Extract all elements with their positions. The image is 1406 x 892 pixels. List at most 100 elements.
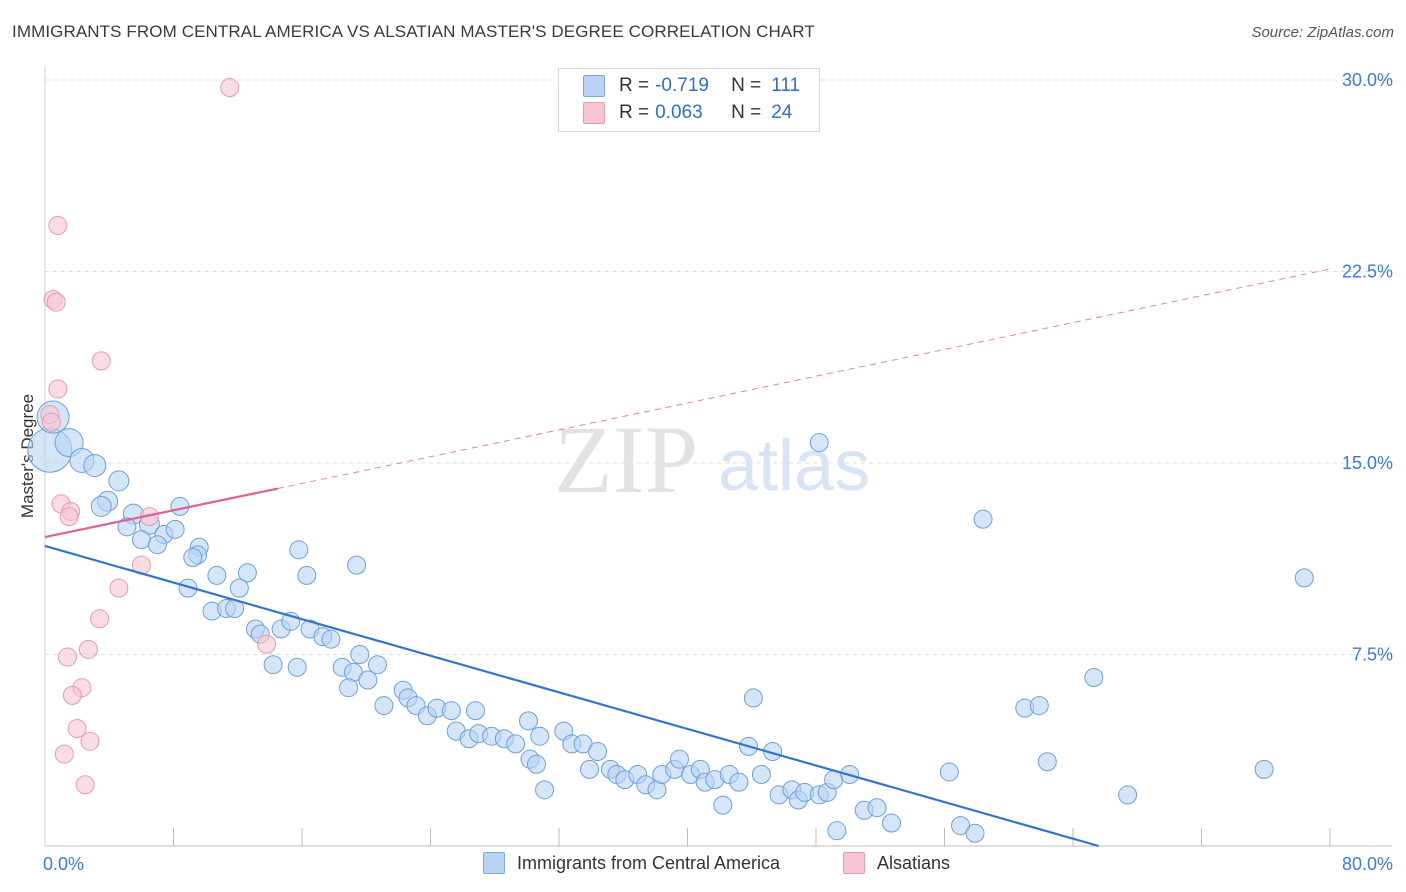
central-america-trendline [44,544,1100,848]
x-tick-label: 80.0% [1342,854,1393,874]
central-america-point [170,496,190,516]
watermark-zip: ZIP [554,406,698,513]
central-america-point [321,629,341,649]
central-america-point [1037,752,1057,772]
central-america-point [530,726,550,746]
central-america-point [1029,696,1049,716]
central-america-point [713,795,733,815]
legend-label-central-america: Immigrants from Central America [517,852,781,873]
central-america-point [1084,667,1104,687]
central-america-point [465,701,485,721]
alsatian-point [257,634,277,654]
y-tick-label: 30.0% [1342,70,1393,90]
central-america-point [506,734,526,754]
alsatian-point [62,685,82,705]
central-america-point [1118,785,1138,805]
central-america-point [347,555,367,575]
central-america-point [367,655,387,675]
y-axis-label: Master's Degree [18,394,37,518]
central-america-point [827,821,847,841]
central-america-point [207,565,227,585]
legend-n-value: 111 [771,75,801,96]
central-america-point [729,772,749,792]
central-america-point [289,540,309,560]
x-tick-label: 0.0% [43,854,84,874]
central-america-point [973,509,993,529]
alsatian-point [109,578,129,598]
legend-row-central-america: R = -0.719 N = 111 [583,74,800,98]
central-america-point [297,565,317,585]
central-america-point [1254,759,1274,779]
y-tick-label: 15.0% [1342,453,1393,473]
central-america-point [441,701,461,721]
central-america-point [535,780,555,800]
chart-title: IMMIGRANTS FROM CENTRAL AMERICA VS ALSAT… [12,22,815,41]
central-america-point [183,547,203,567]
legend-r-label: R = [619,102,650,123]
alsatian-point [57,647,77,667]
legend-label-alsatians: Alsatians [877,852,951,873]
central-america-point [108,470,130,492]
alsatian-point [41,412,61,432]
central-america-point [809,433,829,453]
central-america-point [147,535,167,555]
central-america-point [580,759,600,779]
legend-n-value: 24 [771,102,793,123]
watermark-atlas: atlas [718,426,870,506]
central-america-point [518,711,538,731]
central-america-point [131,530,151,550]
central-america-point [751,765,771,785]
y-tick-label: 22.5% [1342,262,1393,282]
central-america-point [350,645,370,664]
alsatian-point [91,351,111,371]
correlation-legend: R = -0.719 N = 111 R = 0.063 N = 24 [558,68,820,132]
alsatian-point [54,744,74,764]
legend-swatch-pink [843,852,865,874]
legend-n-label: N = [731,102,762,123]
series-legend: Immigrants from Central America Alsatian… [0,852,1406,878]
source-label: Source: ZipAtlas.com [1251,24,1394,41]
legend-r-label: R = [619,75,650,96]
central-america-point [339,678,359,698]
alsatian-point [48,216,68,236]
alsatian-point [67,719,87,739]
central-america-point [237,563,257,583]
central-america-point [358,670,378,690]
legend-swatch-blue [483,852,505,874]
central-america-point [881,813,901,833]
legend-swatch-pink [583,102,605,124]
central-america-point [1294,568,1314,588]
legend-row-alsatians: R = 0.063 N = 24 [583,101,792,125]
central-america-point [867,798,887,818]
central-america-point [90,495,112,517]
alsatian-point [220,78,240,98]
central-america-point [229,578,249,598]
alsatian-trendline-extension [277,268,1331,490]
alsatian-point [48,379,68,399]
alsatian-point [80,731,100,751]
alsatian-point [75,775,95,795]
legend-r-value: -0.719 [655,75,709,96]
legend-swatch-blue [583,75,605,97]
central-america-point [743,688,763,708]
alsatian-point [90,609,110,629]
central-america-point [287,657,307,677]
legend-n-label: N = [731,75,762,96]
central-america-point [939,762,959,782]
central-america-point [527,754,547,774]
y-tick-label: 7.5% [1352,645,1393,665]
alsatian-point [78,639,98,659]
alsatian-point [46,292,66,312]
alsatian-trendline [44,487,279,539]
central-america-point [374,696,394,716]
central-america-point [588,742,608,762]
central-america-point [165,519,185,539]
central-america-point [669,749,689,769]
legend-r-value: 0.063 [655,102,703,123]
legend-item-central-america: Immigrants from Central America [483,852,780,874]
alsatian-point [59,507,79,527]
central-america-point [117,517,137,537]
central-america-point [83,454,107,478]
central-america-point [965,823,985,843]
